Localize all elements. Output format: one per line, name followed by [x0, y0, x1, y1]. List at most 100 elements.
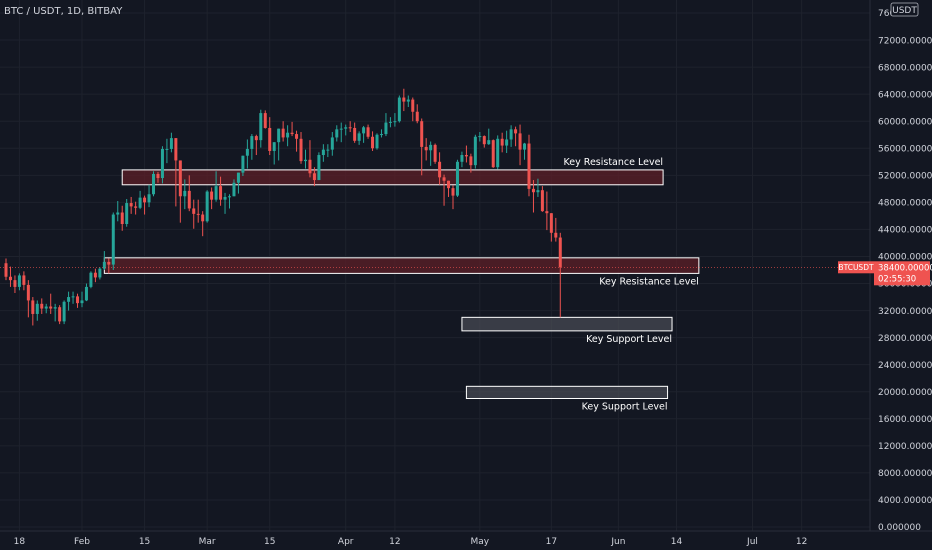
candle-body-up	[62, 301, 66, 322]
candle-body-up	[344, 127, 348, 129]
candle-body-up	[326, 149, 330, 151]
candle-body-down	[518, 133, 522, 150]
y-tick-label: 68000.000000	[878, 63, 932, 73]
y-tick-label: 760	[878, 9, 895, 19]
x-tick-label: 18	[14, 537, 26, 547]
candle-body-up	[71, 296, 75, 298]
candle-body-down	[268, 127, 272, 151]
x-tick-label: 15	[139, 537, 150, 547]
candle-body-down	[438, 161, 442, 178]
support-zone-label: Key Support Level	[586, 334, 672, 345]
y-tick-label: 40000.000000	[878, 253, 932, 263]
candle-body-up	[357, 133, 361, 141]
candle-body-up	[406, 99, 410, 102]
candle-body-down	[40, 303, 44, 309]
candle-body-up	[67, 297, 71, 302]
candle-body-down	[514, 129, 518, 134]
candle-body-up	[286, 132, 290, 138]
y-tick-label: 24000.000000	[878, 361, 932, 371]
candle-body-down	[4, 263, 8, 277]
candle-body-up	[125, 203, 129, 225]
candle-body-down	[254, 136, 258, 141]
candles-layer	[4, 88, 562, 326]
support-zone	[465, 385, 669, 400]
x-axis-ticks[interactable]: 18 Feb 15 Mar 15 Apr 12 May 17 Jun 14 Jul 12	[14, 537, 808, 547]
candle-body-up	[393, 121, 397, 123]
candle-body-down	[451, 188, 455, 196]
resistance-zone	[121, 169, 664, 186]
candle-body-down	[192, 208, 196, 214]
y-tick-label: 16000.000000	[878, 415, 932, 425]
y-tick-label: 52000.000000	[878, 172, 932, 182]
candle-body-down	[201, 214, 205, 222]
candle-body-down	[433, 144, 437, 162]
candle-body-down	[13, 280, 17, 287]
x-tick-label: 12	[796, 537, 807, 547]
candle-body-down	[107, 261, 111, 265]
candle-body-up	[317, 155, 321, 181]
currency-badge-label: USDT	[892, 6, 917, 16]
y-tick-label: 20000.000000	[878, 388, 932, 398]
candle-body-up	[205, 191, 209, 222]
candle-body-down	[348, 127, 352, 129]
candle-body-down	[491, 140, 495, 168]
countdown-timer: 02:55:30	[878, 274, 916, 284]
candle-body-down	[558, 237, 562, 268]
candle-body-up	[98, 268, 102, 278]
candle-body-up	[89, 272, 93, 287]
candle-body-up	[362, 127, 366, 134]
candle-body-down	[58, 307, 62, 322]
resistance-zone	[103, 257, 700, 274]
candle-body-up	[223, 196, 227, 200]
y-tick-label: 0.000000	[878, 523, 921, 533]
candle-body-down	[76, 296, 80, 304]
candle-body-up	[397, 97, 401, 122]
candle-body-down	[442, 177, 446, 181]
candle-body-down	[281, 128, 285, 138]
candle-body-up	[259, 113, 263, 141]
candle-body-up	[236, 172, 240, 183]
candle-body-down	[312, 173, 316, 181]
candle-body-up	[35, 303, 39, 314]
x-tick-label: 17	[546, 537, 557, 547]
current-price-tag[interactable]: BTCUSDT 38400.000000 02:55:30	[838, 261, 932, 286]
zones-layer: Key Resistance Level Key Resistance Level…	[103, 157, 700, 413]
price-value: 38400.000000	[878, 263, 932, 273]
candle-body-up	[169, 138, 173, 149]
candle-body-up	[496, 138, 500, 168]
candle-body-up	[111, 214, 115, 265]
candle-body-up	[138, 197, 142, 208]
candle-body-down	[420, 121, 424, 147]
candle-body-down	[219, 186, 223, 200]
candle-body-up	[455, 161, 459, 196]
currency-badge-box	[890, 2, 919, 17]
x-tick-label: 14	[671, 537, 683, 547]
candle-body-down	[554, 232, 558, 238]
candle-body-down	[447, 180, 451, 189]
candle-body-up	[116, 212, 120, 215]
candle-body-down	[120, 212, 124, 225]
candle-body-up	[379, 134, 383, 136]
candle-body-up	[241, 155, 245, 173]
x-tick-label: Mar	[199, 537, 216, 547]
candle-body-up	[487, 140, 491, 145]
y-tick-label: 72000.000000	[878, 36, 932, 46]
candle-body-down	[308, 159, 312, 174]
candle-body-down	[93, 272, 97, 278]
candle-body-up	[53, 307, 57, 309]
candle-body-down	[156, 173, 160, 179]
support-zone	[461, 316, 673, 332]
candle-body-up	[245, 148, 249, 156]
candle-body-up	[388, 121, 392, 123]
y-tick-label: 28000.000000	[878, 334, 932, 344]
candle-body-down	[545, 211, 549, 214]
currency-badge[interactable]: USDT	[890, 2, 919, 17]
x-tick-label: Jun	[610, 537, 625, 547]
candle-body-down	[196, 213, 200, 215]
y-tick-label: 32000.000000	[878, 307, 932, 317]
y-tick-label: 4000.000000	[878, 496, 932, 506]
x-tick-label: May	[471, 537, 490, 547]
resistance-zone-label: Key Resistance Level	[564, 157, 664, 168]
